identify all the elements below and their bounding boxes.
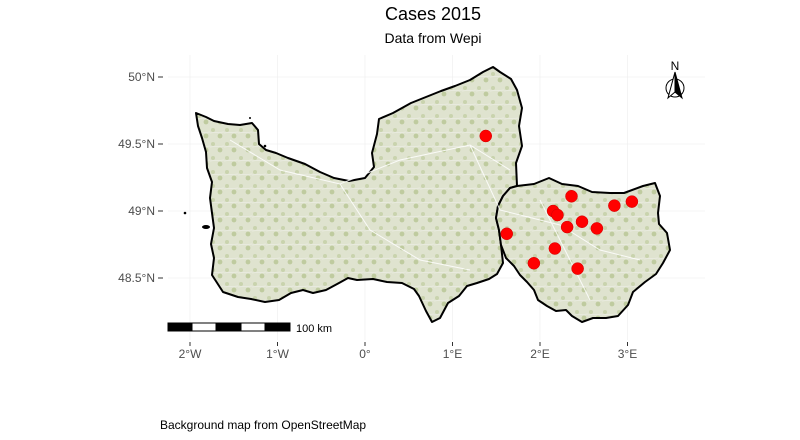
y-axis: 48.5°N 49°N 49.5°N 50°N	[118, 70, 163, 285]
case-point	[590, 222, 604, 235]
x-tick-label: 2°E	[530, 347, 549, 361]
y-tick-label: 49.5°N	[118, 137, 155, 151]
island-small-1	[183, 211, 187, 215]
case-point	[608, 199, 621, 212]
island-chausey	[202, 225, 210, 229]
case-point	[565, 190, 578, 203]
case-point	[548, 242, 562, 255]
x-tick-label: 1°W	[266, 347, 289, 361]
scale-bar-label: 100 km	[296, 323, 332, 335]
case-point	[479, 129, 492, 143]
map-title: Cases 2015	[384, 4, 482, 24]
map-subtitle: Data from Wepi	[384, 30, 482, 46]
y-tick-label: 49°N	[128, 204, 155, 218]
y-tick-label: 48.5°N	[118, 271, 155, 285]
x-tick-label: 0°	[359, 347, 371, 361]
scale-bar: 100 km	[167, 322, 332, 335]
region-ile-de-france	[495, 177, 671, 323]
case-point	[551, 208, 564, 222]
x-tick-label: 1°E	[443, 347, 462, 361]
y-tick-label: 50°N	[128, 70, 155, 84]
x-tick-label: 3°E	[618, 347, 637, 361]
island-small-2	[263, 144, 267, 148]
north-arrow-label: N	[671, 59, 680, 73]
case-point	[571, 262, 584, 275]
region-normandy	[195, 66, 523, 323]
north-arrow: N	[665, 59, 685, 100]
island-small-3	[249, 117, 251, 119]
road-network	[229, 139, 641, 301]
x-tick-label: 2°W	[179, 347, 202, 361]
map-caption: Background map from OpenStreetMap	[160, 418, 367, 432]
case-point	[527, 257, 541, 270]
case-point	[500, 227, 513, 241]
x-axis: 2°W 1°W 0° 1°E 2°E 3°E	[179, 342, 637, 361]
case-points	[479, 129, 639, 275]
case-point	[575, 215, 589, 228]
case-point	[625, 195, 639, 208]
case-point	[560, 220, 574, 234]
